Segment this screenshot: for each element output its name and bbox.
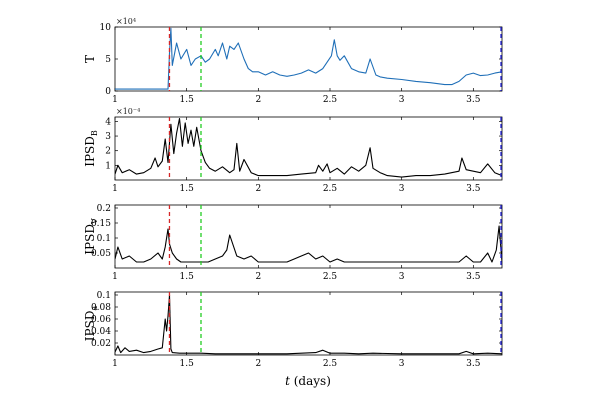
x-tick-label: 2.5 — [323, 95, 338, 105]
x-axis-label: t (days) — [285, 374, 331, 388]
y-axis-label: T — [83, 55, 97, 63]
y-tick-label: 1 — [105, 161, 111, 171]
y-axis-label-main: IPSD — [83, 311, 97, 342]
x-tick-label: 3.5 — [466, 184, 481, 194]
y-exponent-label: ×10⁴ — [116, 17, 136, 26]
y-exponent-label: ×10⁻⁴ — [116, 107, 140, 116]
y-axis-label-main: IPSD — [83, 224, 97, 255]
x-tick-label: 1 — [112, 95, 118, 105]
x-tick-label: 1 — [112, 272, 118, 282]
y-tick-label: 4 — [105, 117, 111, 127]
y-tick-label: 0.05 — [91, 249, 111, 259]
y-axis-label: IPSDa — [83, 306, 99, 342]
x-tick-label: 2 — [255, 95, 261, 105]
x-tick-label: 3 — [399, 95, 405, 105]
y-tick-label: 0.08 — [91, 303, 111, 313]
y-axis-label: IPSDV — [83, 218, 99, 255]
series-line — [115, 117, 502, 178]
panel-2: 1 1.5 2 2.5 3 3.5 1 2 3 4 ×10⁻⁴ IPSDB — [83, 107, 503, 194]
x-tick-label: 1.5 — [180, 95, 195, 105]
x-tick-label: 1.5 — [180, 272, 195, 282]
axes-frame — [114, 116, 503, 181]
x-tick-label: 2 — [255, 272, 261, 282]
x-tick-label: 3.5 — [466, 95, 481, 105]
y-tick-label: 0.1 — [97, 234, 111, 244]
y-axis-label-main: T — [83, 55, 97, 63]
x-tick-label: 1.5 — [180, 359, 195, 369]
series-line — [115, 27, 502, 90]
x-tick-label: 1 — [112, 184, 118, 194]
panel-1: 1 1.5 2 2.5 3 3.5 0 5 10 ×10⁴ T — [83, 17, 503, 105]
y-tick-label: 3 — [105, 132, 111, 142]
y-axis-label-sub: B — [90, 130, 99, 136]
x-tick-label: 2.5 — [323, 359, 338, 369]
x-axis-label-var: t — [285, 374, 290, 388]
x-tick-label: 2 — [255, 359, 261, 369]
x-tick-label: 3 — [399, 184, 405, 194]
y-axis-label-sub: a — [90, 306, 99, 311]
x-tick-label: 3 — [399, 359, 405, 369]
x-tick-label: 3 — [399, 272, 405, 282]
y-axis-label: IPSDB — [83, 130, 99, 167]
y-tick-label: 0.1 — [97, 291, 111, 301]
y-tick-label: 5 — [105, 55, 111, 65]
y-tick-label: 0.15 — [91, 219, 111, 229]
y-tick-label: 0 — [105, 87, 111, 97]
y-tick-label: 0.02 — [91, 339, 111, 349]
x-tick-label: 3.5 — [466, 272, 481, 282]
x-tick-label: 2 — [255, 184, 261, 194]
y-tick-label: 2 — [105, 147, 111, 157]
y-tick-label: 0.2 — [97, 204, 111, 214]
series-line — [115, 294, 502, 355]
y-axis-label-main: IPSD — [83, 136, 97, 167]
x-tick-label: 1 — [112, 359, 118, 369]
axes-frame — [114, 291, 503, 356]
x-axis-label-unit: (days) — [294, 374, 331, 388]
series-line — [115, 225, 502, 263]
y-tick-label: 0.04 — [91, 327, 111, 337]
x-tick-label: 3.5 — [466, 359, 481, 369]
x-tick-label: 2.5 — [323, 272, 338, 282]
axes-frame — [114, 204, 503, 269]
y-tick-label: 10 — [100, 23, 112, 33]
y-axis-label-sub: V — [90, 218, 99, 225]
x-tick-label: 1.5 — [180, 184, 195, 194]
y-tick-label: 0.06 — [91, 315, 111, 325]
x-tick-label: 2.5 — [323, 184, 338, 194]
